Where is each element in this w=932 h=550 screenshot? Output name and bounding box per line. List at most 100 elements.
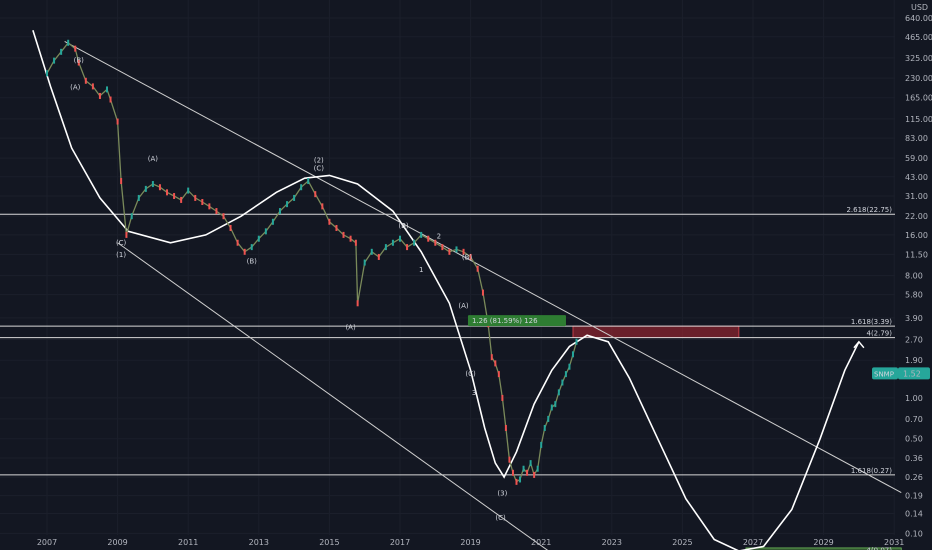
y-tick-label: 465.00: [905, 33, 932, 42]
x-tick-label: 2017: [390, 538, 410, 547]
y-tick-label: 31.00: [905, 192, 928, 201]
y-tick-label: 0.26: [905, 473, 923, 482]
price-candle: [137, 194, 140, 201]
grid-layer: [0, 0, 895, 550]
price-candle: [540, 441, 543, 448]
y-tick-label: 0.10: [905, 529, 923, 538]
price-candle: [501, 394, 504, 401]
price-candle: [201, 199, 204, 206]
y-tick-label: 165.00: [905, 94, 932, 103]
wave-label: 3: [472, 389, 476, 397]
price-candle: [300, 184, 303, 191]
price-candle: [116, 118, 119, 125]
wave-label: (B): [462, 254, 473, 262]
price-candle: [91, 83, 94, 90]
price-candle: [215, 208, 218, 215]
price-candle: [286, 201, 289, 208]
price-candle: [568, 363, 571, 370]
price-candle: [222, 213, 225, 220]
target-zone: [745, 547, 902, 550]
x-tick-label: 2031: [884, 538, 904, 547]
price-candle: [391, 239, 394, 246]
price-candle: [427, 235, 430, 242]
wave-label: (B): [74, 57, 85, 65]
y-tick-label: 16.00: [905, 231, 928, 240]
x-tick-label: 2009: [107, 538, 127, 547]
price-candle: [476, 265, 479, 272]
price-candle: [363, 259, 366, 266]
x-tick-label: 2025: [672, 538, 692, 547]
price-candle: [314, 191, 317, 198]
price-candle: [384, 244, 387, 251]
price-candle: [508, 456, 511, 463]
price-candle: [194, 194, 197, 201]
price-candle: [166, 189, 169, 196]
price-candle: [307, 178, 310, 185]
price-candle: [271, 218, 274, 225]
price-candle: [84, 77, 87, 84]
price-candle: [74, 45, 77, 52]
price-candle: [571, 351, 574, 358]
y-tick-label: 22.00: [905, 212, 928, 221]
price-candle: [490, 354, 493, 361]
projection-curve: [32, 29, 860, 550]
fib-level-label: 1.618(0.27): [851, 467, 892, 475]
price-candle: [293, 194, 296, 201]
price-candle: [515, 478, 518, 485]
price-candle: [356, 300, 359, 307]
price-candle: [151, 181, 154, 188]
x-tick-label: 2011: [178, 538, 198, 547]
price-candle: [550, 404, 553, 411]
y-tick-label: 0.14: [905, 510, 923, 519]
symbol-badge-bg: [872, 367, 898, 380]
price-candle: [554, 401, 557, 408]
price-candle: [349, 235, 352, 242]
price-candle: [543, 424, 546, 431]
price-candle: [522, 465, 525, 472]
price-candle: [547, 415, 550, 422]
price-series: [46, 39, 578, 485]
x-tick-label: 2023: [602, 538, 622, 547]
wave-label: (B): [398, 222, 409, 230]
price-candle: [46, 70, 48, 77]
price-candle: [53, 57, 56, 64]
price-candle: [98, 92, 101, 99]
y-tick-label: 2.70: [905, 336, 923, 345]
price-candle: [399, 235, 401, 242]
price-candle: [106, 86, 109, 93]
price-candle: [278, 208, 281, 215]
price-candle: [420, 231, 423, 238]
trend-channel-line: [117, 242, 549, 550]
price-candle: [187, 187, 190, 194]
price-candle: [158, 184, 161, 191]
price-candle: [561, 379, 564, 386]
x-tick-label: 2027: [743, 538, 763, 547]
price-candle: [504, 424, 507, 431]
price-candle: [257, 235, 260, 242]
wave-label: (C): [495, 514, 506, 522]
price-candle: [335, 224, 338, 231]
wave-labels: 2.618(22.75) 1.618(3.39) 4(2.79) 1.618(0.27…: [70, 57, 930, 550]
price-candle: [413, 239, 416, 246]
y-tick-label: 0.50: [905, 435, 923, 444]
x-tick-label: 2029: [813, 538, 833, 547]
price-candle: [526, 469, 529, 476]
resistance-zone: [572, 325, 740, 339]
y-tick-label: 3.90: [905, 314, 923, 323]
fib-level-label: 1.618(3.39): [851, 318, 892, 326]
wave-label: (C): [116, 239, 127, 247]
price-candle: [564, 371, 567, 378]
x-tick-label: 2019: [460, 538, 480, 547]
wave-label: 2: [437, 233, 441, 241]
price-candle: [536, 465, 539, 472]
price-candle: [180, 196, 183, 203]
wave-label: (3): [497, 490, 507, 498]
price-candle: [370, 248, 373, 255]
price-candle: [462, 248, 465, 255]
price-candle: [229, 224, 232, 231]
y-tick-label: 11.50: [905, 250, 928, 259]
price-candle: [406, 244, 409, 251]
fib-level-label: 4(0.07): [866, 546, 892, 550]
